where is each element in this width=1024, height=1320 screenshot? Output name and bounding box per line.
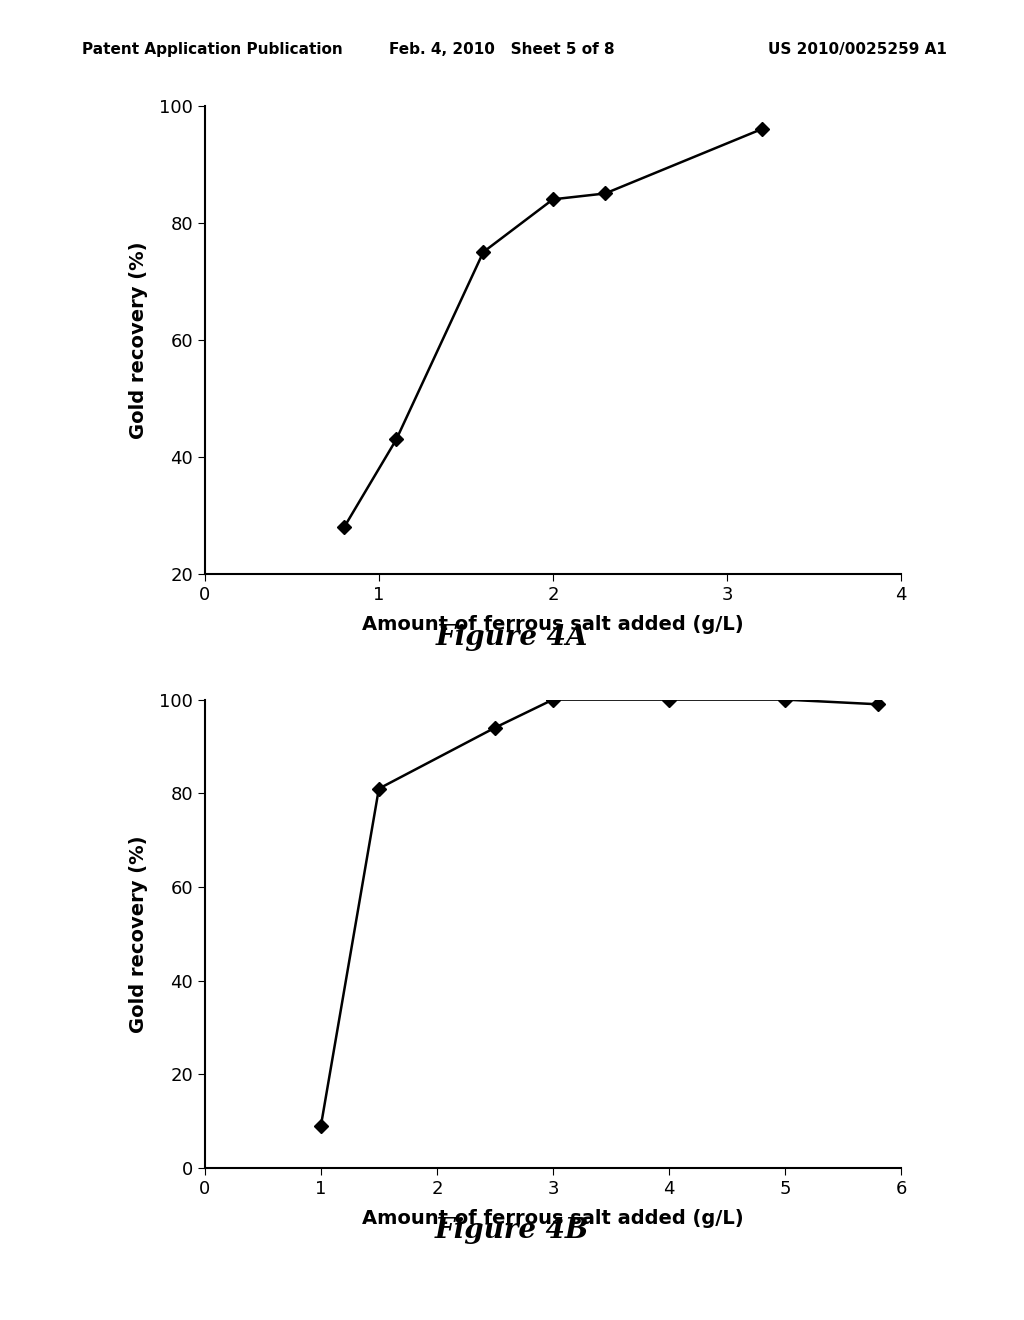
- Text: US 2010/0025259 A1: US 2010/0025259 A1: [768, 42, 947, 57]
- Text: Patent Application Publication: Patent Application Publication: [82, 42, 343, 57]
- X-axis label: Amount of ferrous salt added (g/L): Amount of ferrous salt added (g/L): [362, 1209, 743, 1228]
- X-axis label: Amount of ferrous salt added (g/L): Amount of ferrous salt added (g/L): [362, 615, 743, 634]
- Text: Figure 4A: Figure 4A: [436, 624, 588, 651]
- Text: Feb. 4, 2010   Sheet 5 of 8: Feb. 4, 2010 Sheet 5 of 8: [389, 42, 614, 57]
- Y-axis label: Gold recovery (%): Gold recovery (%): [129, 242, 148, 438]
- Y-axis label: Gold recovery (%): Gold recovery (%): [129, 836, 148, 1032]
- Text: Figure 4B: Figure 4B: [435, 1217, 589, 1243]
